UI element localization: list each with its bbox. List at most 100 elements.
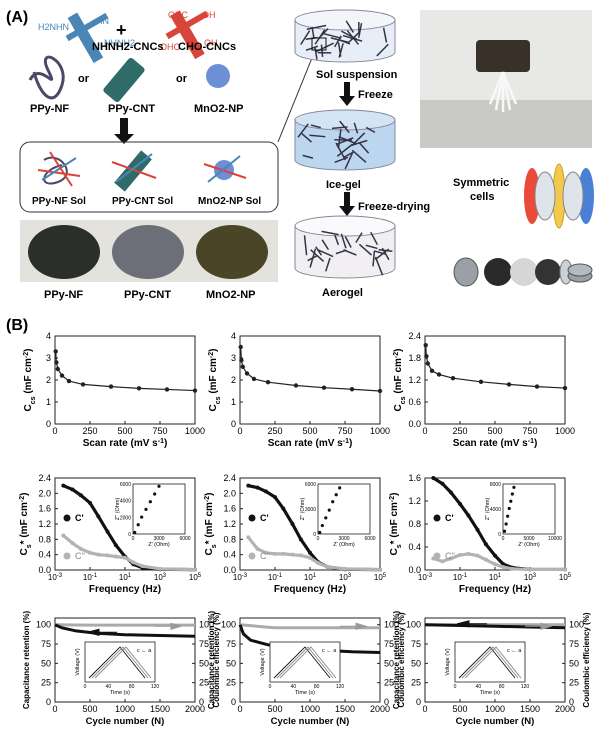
capacitance-point — [506, 382, 512, 387]
c-double-prime-point — [528, 567, 532, 572]
c-double-prime-point — [475, 553, 480, 558]
network-fiber — [340, 30, 358, 41]
legend-c-double-prime-marker — [433, 552, 441, 560]
x-tick-label: 1500 — [520, 704, 540, 714]
device-label-1: Symmetric — [453, 177, 509, 189]
network-fiber — [382, 27, 388, 43]
x-tick-label: 1000 — [555, 426, 575, 436]
c-double-prime-point — [255, 546, 260, 551]
y-axis-title: Cs* (mF cm-2) — [19, 493, 33, 556]
c-double-prime-point — [440, 559, 445, 564]
sol-sketch-nf — [37, 151, 81, 187]
capacitance-point — [239, 358, 244, 363]
y2-tick-label: 0 — [199, 697, 204, 707]
network-fiber — [345, 20, 355, 33]
y-axis-title: Capacitance retention (%) — [392, 611, 401, 710]
y-tick-label: 1.6 — [38, 504, 51, 514]
panel-a-label: (A) — [6, 9, 28, 26]
c-prime-point — [96, 514, 101, 519]
y-tick-label: 2.4 — [38, 473, 51, 483]
network-fiber — [309, 248, 317, 268]
inset-x-tick: 40 — [106, 684, 112, 690]
y-tick-label: 100 — [406, 620, 421, 630]
network-fiber — [335, 142, 347, 161]
y2-tick-label: 75 — [384, 639, 394, 649]
y-tick-label: 0.4 — [408, 542, 421, 552]
inset-x-tick: 120 — [336, 684, 345, 690]
process-label-freeze: Freeze — [358, 89, 393, 101]
c-double-prime-point — [563, 567, 567, 572]
c-prime-point — [493, 553, 497, 558]
inset-x-tick: 0 — [454, 684, 457, 690]
y-tick-label: 25 — [226, 678, 236, 688]
network-fiber — [325, 257, 331, 272]
nyquist-point — [144, 507, 148, 511]
inset-x-tick: 0 — [132, 536, 135, 542]
y-tick-label: 50 — [226, 658, 236, 668]
network-fiber — [343, 249, 357, 256]
gcd-curve — [273, 646, 331, 679]
x-tick-label: 2000 — [185, 704, 205, 714]
y-tick-label: 0 — [46, 419, 51, 429]
x-tick-label: 105 — [189, 573, 202, 582]
network-fiber — [370, 231, 379, 246]
c-prime-point — [255, 485, 260, 490]
c-prime-point — [475, 527, 480, 532]
capacitance-point — [424, 353, 429, 359]
x-tick-label: 101 — [304, 573, 317, 582]
inset-x-tick: 40 — [291, 684, 297, 690]
nyquist-point — [136, 523, 140, 527]
c-double-prime-point — [448, 556, 453, 561]
capacitance-point — [377, 388, 383, 394]
y-tick-label: 1.6 — [223, 504, 236, 514]
network-fiber — [338, 43, 344, 58]
efficiency-axis-arrow-icon — [525, 622, 553, 630]
material-label-mno2-np: MnO2-NP — [194, 103, 244, 115]
legend-c-prime: C' — [260, 513, 269, 523]
capacitance-point — [80, 382, 86, 387]
c-prime-point — [290, 522, 295, 526]
network-fiber — [347, 31, 361, 44]
network-fiber — [372, 251, 376, 267]
inset-legend: c ← a — [507, 648, 522, 654]
inset-x-title: Time (s) — [295, 690, 315, 696]
capacitance-point — [293, 383, 299, 388]
y2-axis-title: Coulombic efficiency (%) — [582, 612, 591, 707]
x-tick-label: 250 — [82, 426, 97, 436]
y-axis-title: Ccs (mF cm-2) — [23, 349, 37, 412]
network-fiber — [337, 129, 342, 149]
network-fiber — [309, 134, 326, 138]
y-tick-label: 2.0 — [38, 488, 51, 498]
network-fiber — [302, 154, 314, 159]
inset-frame — [502, 483, 556, 535]
gcd-curve — [464, 646, 522, 679]
x-tick-label: 0 — [52, 426, 57, 436]
y-tick-label: 0 — [416, 697, 421, 707]
x-tick-label: 0 — [422, 426, 427, 436]
legend-c-double-prime-marker — [248, 552, 256, 560]
capacitance-point — [54, 360, 59, 365]
inset-legend: c ← a — [137, 648, 152, 654]
nyquist-point — [510, 492, 514, 496]
freeze-drying-arrow-icon — [339, 192, 355, 216]
retention-axis-arrow-icon — [456, 620, 487, 628]
ppy-nf-icon — [28, 55, 65, 100]
legend-c-prime-marker — [248, 514, 256, 522]
c-double-prime-point — [193, 567, 197, 572]
inset-y-tick: 4000 — [490, 507, 501, 513]
inset-y-tick: 0 — [128, 532, 131, 538]
inset-x-title: Z' (Ohm) — [148, 542, 170, 548]
inset-y-title: Z'' (Ohm) — [115, 498, 121, 521]
x-axis-title: Scan rate (mV s-1) — [83, 438, 168, 450]
c-double-prime-point — [70, 541, 75, 546]
c-double-prime-point — [96, 552, 101, 557]
c-prime-point — [263, 489, 268, 494]
nyquist-point — [324, 516, 328, 520]
inset-y-tick: 4000 — [120, 499, 131, 505]
y2-tick-label: 50 — [384, 658, 394, 668]
inset-x-tick: 40 — [476, 684, 482, 690]
capacitance-point — [240, 364, 245, 369]
nyquist-point — [338, 486, 342, 490]
nyquist-point — [148, 500, 152, 504]
